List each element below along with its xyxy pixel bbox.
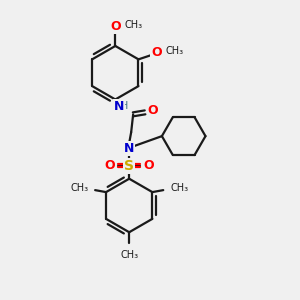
Text: O: O xyxy=(151,46,162,59)
Text: CH₃: CH₃ xyxy=(124,20,142,30)
Text: CH₃: CH₃ xyxy=(120,250,138,260)
Text: CH₃: CH₃ xyxy=(70,183,88,193)
Text: O: O xyxy=(110,20,121,33)
Text: CH₃: CH₃ xyxy=(170,183,188,193)
Text: S: S xyxy=(124,159,134,173)
Text: O: O xyxy=(104,159,115,172)
Text: O: O xyxy=(148,104,158,117)
Text: N: N xyxy=(114,100,124,113)
Text: N: N xyxy=(124,142,134,154)
Text: H: H xyxy=(120,101,128,111)
Text: O: O xyxy=(144,159,154,172)
Text: CH₃: CH₃ xyxy=(165,46,183,56)
